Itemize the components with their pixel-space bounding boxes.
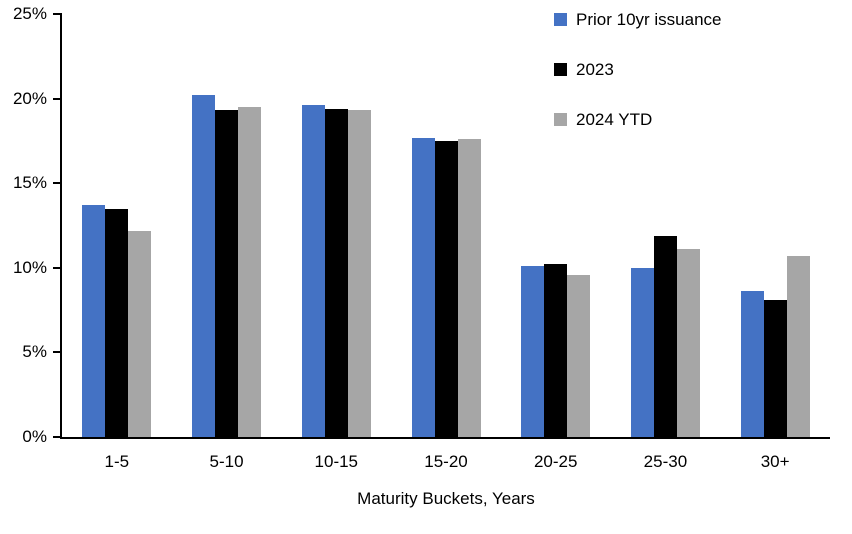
y-axis-label-20: 20% (12, 88, 47, 108)
legend-item-2023: 2023 (554, 59, 722, 80)
y-axis-tick-15 (53, 182, 61, 185)
y-axis-label-25: 25% (12, 4, 47, 23)
x-axis-label-20-25: 20-25 (533, 452, 578, 471)
bar-2024-ytd-30 (786, 255, 810, 437)
bar-prior-10yr-issuance-20-25 (521, 266, 545, 437)
bar-2024-ytd-25-30 (676, 249, 700, 437)
y-axis-tick-0 (53, 436, 61, 438)
y-axis-tick-5 (53, 351, 61, 354)
legend-item-2024-ytd: 2024 YTD (554, 109, 722, 130)
x-axis-label-5-10: 5-10 (209, 452, 244, 471)
bar-2024-ytd-5-10 (238, 107, 262, 437)
bar-prior-10yr-issuance-10-15 (301, 105, 325, 437)
bar-2023-5-10 (215, 110, 239, 437)
x-axis-label-25-30: 25-30 (643, 452, 688, 471)
x-axis-label-1-5: 1-5 (104, 452, 130, 471)
bar-2023-15-20 (434, 140, 458, 437)
legend: Prior 10yr issuance 2023 2024 YTD (554, 9, 722, 159)
bar-2023-25-30 (653, 235, 677, 437)
x-axis-label-15-20: 15-20 (424, 452, 468, 471)
bar-2024-ytd-20-25 (567, 274, 591, 437)
legend-swatch-2024-ytd (554, 113, 567, 126)
y-axis-tick-20 (53, 97, 61, 100)
legend-label-prior-10yr-issuance: Prior 10yr issuance (576, 9, 722, 29)
bar-2023-20-25 (544, 264, 568, 437)
y-axis-label-15: 15% (12, 173, 47, 193)
bar-prior-10yr-issuance-30 (740, 291, 764, 437)
legend-item-prior-10yr-issuance: Prior 10yr issuance (554, 9, 722, 30)
bar-2023-1-5 (105, 208, 129, 437)
x-axis-label-30: 30+ (760, 452, 790, 471)
x-axis-label-10-15: 10-15 (314, 452, 359, 471)
bar-prior-10yr-issuance-15-20 (411, 137, 435, 437)
y-axis-line (60, 13, 62, 439)
legend-swatch-prior-10yr-issuance (554, 13, 567, 26)
bar-prior-10yr-issuance-5-10 (192, 95, 216, 437)
y-axis-tick-25 (53, 13, 61, 15)
bar-prior-10yr-issuance-1-5 (82, 205, 106, 437)
bar-2023-30 (763, 299, 787, 437)
x-axis-line (60, 437, 830, 439)
y-axis-tick-10 (53, 266, 61, 269)
bar-2024-ytd-15-20 (457, 139, 481, 437)
y-axis-label-5: 5% (22, 342, 47, 362)
bar-2024-ytd-1-5 (128, 230, 152, 437)
legend-label-2024-ytd: 2024 YTD (576, 109, 653, 129)
legend-label-2023: 2023 (576, 59, 614, 79)
y-axis-label-10: 10% (12, 257, 47, 277)
bar-2024-ytd-10-15 (347, 110, 371, 437)
bar-2023-10-15 (324, 108, 348, 437)
legend-swatch-2023 (554, 63, 567, 76)
x-axis-title: Maturity Buckets, Years (357, 489, 535, 508)
bar-prior-10yr-issuance-25-30 (630, 267, 654, 437)
y-axis-label-0: 0% (22, 427, 47, 446)
